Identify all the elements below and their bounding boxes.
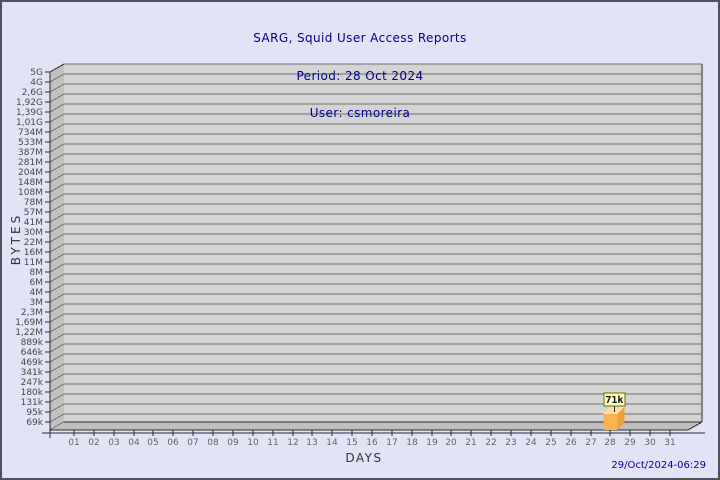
svg-text:16M: 16M [24, 248, 43, 258]
svg-text:20: 20 [445, 438, 457, 448]
svg-text:2,3M: 2,3M [21, 308, 43, 318]
svg-text:30M: 30M [24, 228, 43, 238]
svg-text:05: 05 [147, 438, 158, 448]
svg-text:22: 22 [485, 438, 496, 448]
value-flag-day-28: 71k [603, 392, 626, 412]
svg-text:26: 26 [565, 438, 577, 448]
svg-text:387M: 387M [18, 148, 43, 158]
svg-text:11: 11 [267, 438, 278, 448]
svg-text:180k: 180k [21, 388, 44, 398]
svg-text:78M: 78M [24, 198, 43, 208]
svg-text:30: 30 [644, 438, 656, 448]
x-axis-labels: 01 02 03 04 05 06 07 08 09 10 11 12 13 14 15 16 17 18 19 20… [68, 438, 675, 448]
svg-text:1,92G: 1,92G [16, 98, 43, 108]
svg-text:15: 15 [346, 438, 357, 448]
svg-text:57M: 57M [24, 208, 43, 218]
x-axis-title: DAYS [345, 451, 383, 465]
svg-text:24: 24 [525, 438, 537, 448]
svg-text:533M: 533M [18, 138, 43, 148]
svg-text:2,6G: 2,6G [22, 88, 43, 98]
svg-text:23: 23 [505, 438, 516, 448]
svg-text:13: 13 [306, 438, 317, 448]
svg-text:14: 14 [326, 438, 338, 448]
svg-text:29: 29 [624, 438, 636, 448]
svg-text:341k: 341k [21, 368, 44, 378]
svg-text:01: 01 [68, 438, 79, 448]
svg-text:1,01G: 1,01G [16, 118, 43, 128]
svg-text:204M: 204M [18, 168, 43, 178]
x-axis [42, 430, 705, 436]
floor [50, 421, 703, 431]
svg-text:09: 09 [227, 438, 239, 448]
svg-text:28: 28 [604, 438, 616, 448]
gridlines [64, 63, 702, 415]
svg-text:734M: 734M [18, 128, 43, 138]
svg-text:1,22M: 1,22M [15, 328, 43, 338]
svg-text:646k: 646k [21, 348, 44, 358]
svg-text:281M: 281M [18, 158, 43, 168]
svg-text:22M: 22M [24, 238, 43, 248]
chart-period: Period: 28 Oct 2024 [296, 68, 424, 83]
svg-text:04: 04 [128, 438, 140, 448]
svg-text:31: 31 [664, 438, 675, 448]
svg-text:02: 02 [88, 438, 99, 448]
svg-text:3M: 3M [30, 298, 44, 308]
left-wall [49, 63, 65, 431]
svg-text:11M: 11M [24, 258, 43, 268]
svg-text:27: 27 [585, 438, 596, 448]
y-axis-title: BYTES [9, 212, 23, 266]
chart-titles: SARG, Squid User Access Reports Period: … [2, 7, 718, 145]
svg-text:16: 16 [366, 438, 378, 448]
svg-text:247k: 247k [21, 378, 44, 388]
y-axis-labels: 5G4G2,6G1,92G1,39G1,01G734M533M387M281M2… [15, 68, 44, 428]
svg-text:25: 25 [545, 438, 556, 448]
svg-text:148M: 148M [18, 178, 43, 188]
svg-text:5G: 5G [30, 68, 43, 78]
chart-title: SARG, Squid User Access Reports [253, 31, 467, 45]
svg-text:108M: 108M [18, 188, 43, 198]
svg-text:07: 07 [187, 438, 198, 448]
svg-text:10: 10 [247, 438, 259, 448]
svg-text:889k: 889k [21, 338, 44, 348]
svg-text:12: 12 [287, 438, 298, 448]
svg-text:17: 17 [386, 438, 397, 448]
svg-text:03: 03 [108, 438, 119, 448]
chart-user: User: csmoreira [309, 106, 411, 120]
svg-text:06: 06 [167, 438, 179, 448]
svg-text:08: 08 [207, 438, 219, 448]
svg-text:18: 18 [406, 438, 418, 448]
svg-text:469k: 469k [21, 358, 44, 368]
svg-text:8M: 8M [30, 268, 44, 278]
svg-text:41M: 41M [24, 218, 43, 228]
svg-text:1,69M: 1,69M [15, 318, 43, 328]
svg-text:19: 19 [426, 438, 438, 448]
svg-text:95k: 95k [26, 408, 43, 418]
svg-text:21: 21 [465, 438, 476, 448]
svg-text:1,39G: 1,39G [16, 108, 43, 118]
svg-text:4M: 4M [30, 288, 44, 298]
y-axis [45, 71, 51, 438]
svg-text:69k: 69k [26, 418, 43, 428]
svg-text:4G: 4G [30, 78, 43, 88]
svg-text:6M: 6M [30, 278, 44, 288]
generation-timestamp: 29/Oct/2024-06:29 [611, 460, 706, 471]
svg-text:131k: 131k [21, 398, 44, 408]
svg-text:71k: 71k [605, 395, 623, 406]
